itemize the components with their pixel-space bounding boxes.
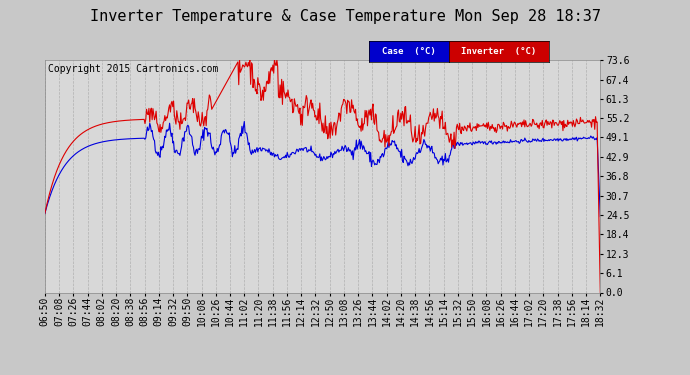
Text: Inverter Temperature & Case Temperature Mon Sep 28 18:37: Inverter Temperature & Case Temperature … [90, 9, 600, 24]
Text: Copyright 2015 Cartronics.com: Copyright 2015 Cartronics.com [48, 64, 219, 74]
Text: Inverter  (°C): Inverter (°C) [461, 47, 536, 56]
Text: Case  (°C): Case (°C) [382, 47, 435, 56]
